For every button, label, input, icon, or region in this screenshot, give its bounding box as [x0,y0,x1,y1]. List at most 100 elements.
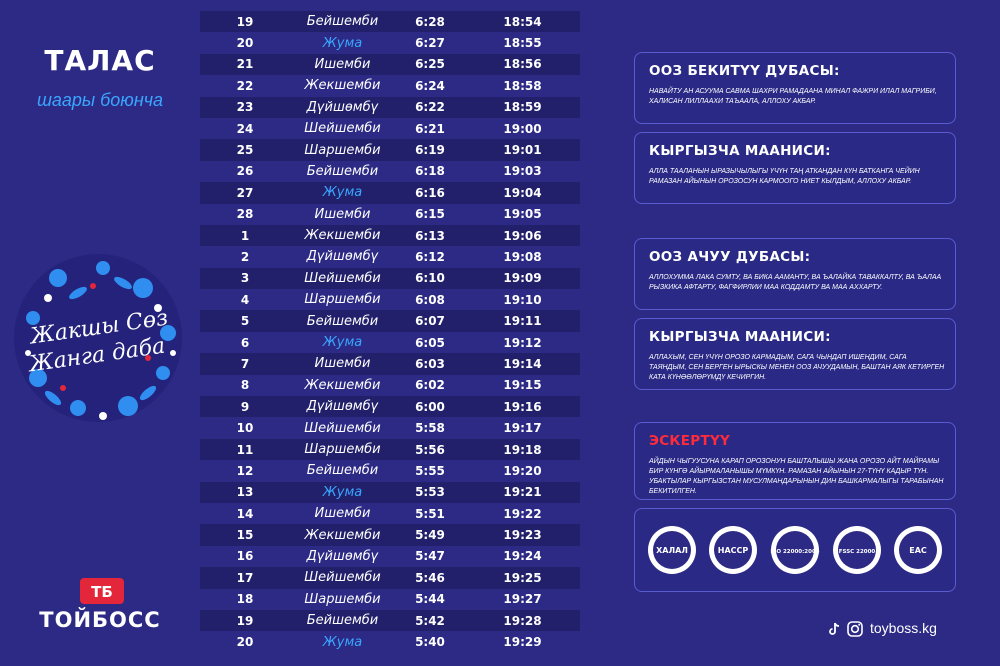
iftar-time-cell: 19:28 [503,613,542,628]
day-cell: 10 [236,421,254,436]
certificate-seal: ISO 22000:2005 [770,526,820,574]
suhoor-time-cell: 6:19 [415,143,445,158]
schedule-row: 4 Шаршемби 6:08 19:10 [200,289,580,310]
day-cell: 19 [236,613,254,628]
suhoor-time-cell: 6:27 [415,36,445,51]
day-cell: 27 [236,185,254,200]
iftar-time-cell: 19:29 [503,635,542,650]
weekday-cell: Ишемби [314,206,371,222]
schedule-row: 2 Дүйшөмбү 6:12 19:08 [200,246,580,267]
suhoor-time-cell: 6:21 [415,121,445,136]
suhoor-time-cell: 6:07 [415,314,445,329]
suhoor-time-cell: 6:28 [415,14,445,29]
schedule-row: 16 Дүйшөмбү 5:47 19:24 [200,546,580,567]
day-cell: 14 [236,506,254,521]
certificate-seal: ХАЛАЛ [647,526,696,574]
day-cell: 12 [236,463,254,478]
suhoor-time-cell: 6:13 [415,228,445,243]
certificate-label: EAC [909,546,927,555]
weekday-cell: Дүйшөмбү [306,249,379,265]
iftar-time-cell: 19:27 [503,592,542,607]
suhoor-time-cell: 6:15 [415,207,445,222]
day-cell: 18 [236,592,254,607]
schedule-row: 20 Жума 5:40 19:29 [200,631,580,652]
iftar-time-cell: 19:17 [503,421,542,436]
iftar-time-cell: 19:22 [503,506,542,521]
schedule-row: 26 Бейшемби 6:18 19:03 [200,161,580,182]
day-cell: 19 [236,14,254,29]
schedule-row: 13 Жума 5:53 19:21 [200,481,580,503]
suhoor-time-cell: 5:53 [415,485,445,500]
day-cell: 11 [236,442,254,457]
svg-text:ТБ: ТБ [91,583,113,601]
certificate-label: ХАЛАЛ [656,546,688,555]
day-cell: 26 [236,164,254,179]
suhoor-time-cell: 5:49 [415,528,445,543]
iftar-time-cell: 19:20 [503,463,542,478]
weekday-cell: Шейшемби [304,570,381,586]
weekday-cell: Шейшемби [304,270,381,286]
iftar-time-cell: 19:21 [503,485,542,500]
suhoor-time-cell: 6:25 [415,57,445,72]
day-cell: 28 [236,207,254,222]
schedule-row: 3 Шейшемби 6:10 19:09 [200,267,580,290]
iftar-time-cell: 19:25 [503,570,542,585]
suhoor-time-cell: 6:10 [415,271,445,286]
suhoor-time-cell: 6:03 [415,356,445,371]
certificates-card: ХАЛАЛ HACCP ISO 22000:2005 FSSC 22000 EAC [634,508,956,592]
weekday-cell: Жума [322,35,363,51]
schedule-row: 24 Шейшемби 6:21 19:00 [200,118,580,139]
weekday-cell: Дүйшөмбү [306,99,379,115]
brand-logo-icon: ТБ [80,578,124,604]
day-cell: 13 [236,485,254,500]
iftar-time-cell: 18:55 [503,36,542,51]
day-cell: 9 [240,399,250,414]
day-cell: 8 [240,378,250,393]
iftar-time-cell: 19:23 [503,528,542,543]
instagram-icon[interactable] [846,620,864,638]
schedule-table: 19 Бейшемби 6:28 18:54 20 Жума 6:27 18:55 21 Ишем… [200,11,580,653]
schedule-row: 20 Жума 6:27 18:55 [200,32,580,53]
suhoor-time-cell: 6:05 [415,335,445,350]
note-title: ЭСКЕРТҮҮ [649,433,731,449]
weekday-cell: Жума [322,634,363,650]
schedule-row: 5 Бейшемби 6:07 19:11 [200,310,580,332]
schedule-row: 15 Жекшемби 5:49 19:23 [200,524,580,546]
iftar-time-cell: 19:06 [503,228,542,243]
iftar-time-cell: 18:58 [503,78,542,93]
certificate-label: FSSC 22000 [838,549,875,555]
suhoor-time-cell: 6:22 [415,100,445,115]
certificate-label: ISO 22000:2005 [770,549,819,555]
weekday-cell: Жума [322,484,363,500]
schedule-row: 25 Шаршемби 6:19 19:01 [200,139,580,161]
suhoor-time-cell: 5:47 [415,549,445,564]
suhoor-time-cell: 5:46 [415,570,445,585]
weekday-cell: Шейшемби [304,121,381,137]
suhoor-dua-text: НАВАЙТУ АН АСУУМА САВМА ШАХРИ РАМАДААНА … [649,88,937,105]
suhoor-time-cell: 5:56 [415,442,445,457]
weekday-cell: Жекшемби [304,78,381,94]
day-cell: 4 [240,292,250,307]
suhoor-meaning-text: АЛЛА ТААЛАНЫН ЫРАЗЫЧЫЛЫГЫ ҮЧҮН ТАҢ АТКАН… [649,168,920,185]
iftar-time-cell: 19:14 [503,356,542,371]
iftar-time-cell: 19:10 [503,292,542,307]
iftar-time-cell: 18:59 [503,100,542,115]
schedule-row: 22 Жекшемби 6:24 18:58 [200,75,580,96]
iftar-dua-text: АЛЛОХУММА ЛАКА СУМТУ, ВА БИКА ААМАНТУ, В… [649,274,942,291]
suhoor-time-cell: 5:58 [415,421,445,436]
day-cell: 7 [240,356,250,371]
weekday-cell: Дүйшөмбү [306,399,379,415]
iftar-time-cell: 18:56 [503,57,542,72]
schedule-row: 27 Жума 6:16 19:04 [200,182,580,204]
day-cell: 1 [240,228,250,243]
weekday-cell: Жекшемби [304,228,381,244]
tiktok-icon[interactable] [826,621,842,637]
note-card: ЭСКЕРТҮҮ АЙДЫН ЧЫГУУСУНА КАРАП ОРОЗОНУН … [634,422,956,500]
suhoor-time-cell: 5:55 [415,463,445,478]
iftar-time-cell: 19:03 [503,164,542,179]
website-link[interactable]: toyboss.kg [870,620,937,636]
day-cell: 2 [240,249,250,264]
suhoor-dua-card: ООЗ БЕКИТҮҮ ДУБАСЫ: НАВАЙТУ АН АСУУМА СА… [634,52,956,124]
certificate-label: HACCP [718,546,749,555]
day-cell: 20 [236,36,254,51]
